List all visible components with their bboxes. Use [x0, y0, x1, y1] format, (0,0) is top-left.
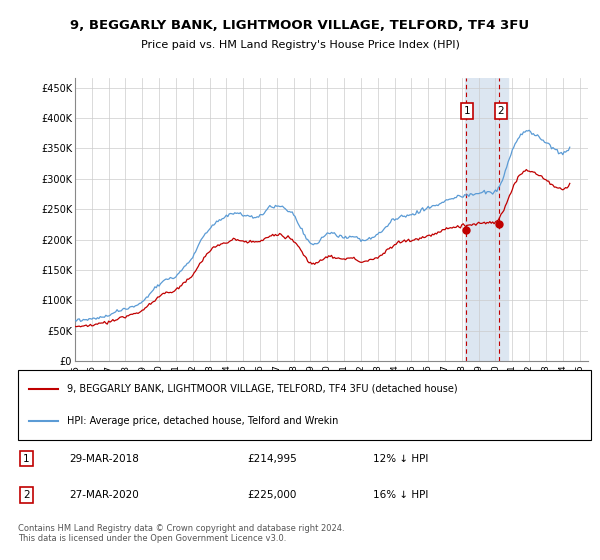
Text: 12% ↓ HPI: 12% ↓ HPI: [373, 454, 428, 464]
Text: 27-MAR-2020: 27-MAR-2020: [70, 490, 139, 500]
Text: £214,995: £214,995: [247, 454, 297, 464]
Text: 2: 2: [23, 490, 30, 500]
Text: Price paid vs. HM Land Registry's House Price Index (HPI): Price paid vs. HM Land Registry's House …: [140, 40, 460, 50]
Text: 29-MAR-2018: 29-MAR-2018: [70, 454, 139, 464]
Text: HPI: Average price, detached house, Telford and Wrekin: HPI: Average price, detached house, Telf…: [67, 416, 338, 426]
Text: £225,000: £225,000: [247, 490, 296, 500]
Text: 2: 2: [497, 106, 504, 116]
Text: 16% ↓ HPI: 16% ↓ HPI: [373, 490, 428, 500]
Text: Contains HM Land Registry data © Crown copyright and database right 2024.
This d: Contains HM Land Registry data © Crown c…: [18, 524, 344, 543]
Text: 1: 1: [23, 454, 30, 464]
Bar: [465, 78, 508, 361]
Text: 9, BEGGARLY BANK, LIGHTMOOR VILLAGE, TELFORD, TF4 3FU: 9, BEGGARLY BANK, LIGHTMOOR VILLAGE, TEL…: [70, 18, 530, 32]
Text: 9, BEGGARLY BANK, LIGHTMOOR VILLAGE, TELFORD, TF4 3FU (detached house): 9, BEGGARLY BANK, LIGHTMOOR VILLAGE, TEL…: [67, 384, 457, 394]
Text: 1: 1: [464, 106, 470, 116]
